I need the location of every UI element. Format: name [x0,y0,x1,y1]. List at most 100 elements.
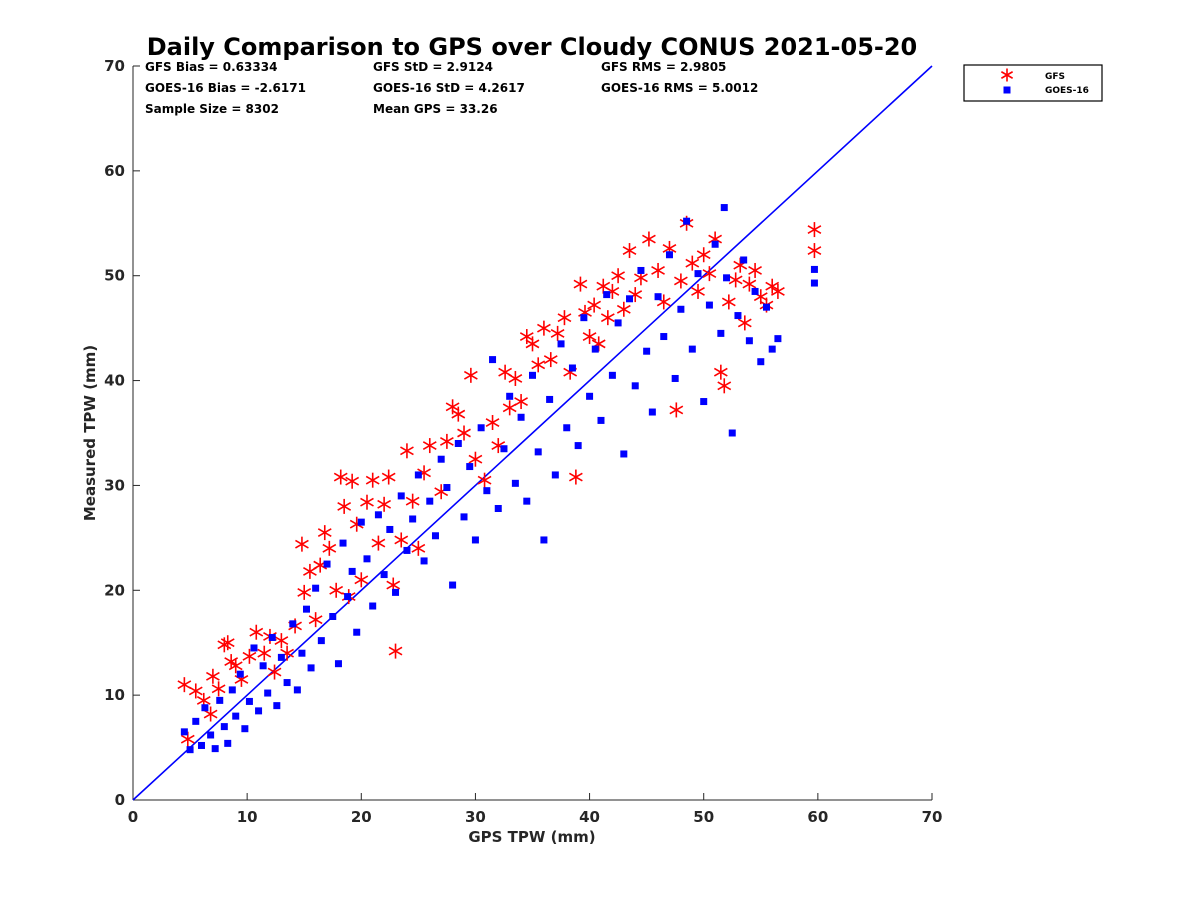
goes16-point [323,560,331,568]
goes16-point [523,497,531,505]
goes16-point [734,312,742,320]
goes16-point [312,584,320,592]
gfs-point [611,268,626,284]
gfs-point [422,438,437,454]
stat-gfs-bias: GFS Bias = 0.63334 [145,60,277,74]
gfs-point [360,494,374,510]
gfs-point [550,325,565,341]
y-tick-label: 10 [104,686,125,704]
gfs-point [371,535,386,551]
one-to-one-line [132,65,933,801]
goes16-point [228,686,236,694]
y-tick-label: 30 [104,476,125,494]
goes16-point [517,413,525,421]
legend-label-goes16: GOES-16 [1045,86,1089,96]
gfs-point [228,658,243,674]
goes16-point [477,424,485,432]
gfs-point [728,272,743,288]
goes16-point [717,329,725,337]
gfs-point [765,278,780,294]
gfs-point [642,231,656,247]
gfs-point [329,582,344,598]
gfs-point [525,336,540,352]
goes16-point [369,602,377,610]
gfs-point [713,364,728,380]
gfs-point [485,415,500,431]
y-tick-label: 40 [104,372,125,390]
goes16-point [293,686,301,694]
gfs-point [568,469,583,485]
gfs-point [651,262,665,278]
gfs-point [308,612,323,628]
gfs-point [468,451,483,467]
gfs-point [537,320,551,336]
y-axis-label: Measured TPW (mm) [81,345,99,521]
goes16-point [197,741,205,749]
goes16-point [608,371,616,379]
gfs-point [543,352,558,368]
gfs-point [354,572,369,588]
goes16-point [700,398,708,406]
goes16-point [186,746,194,754]
stat-mean-gps: Mean GPS = 33.26 [373,102,498,116]
goes16-point [688,345,696,353]
goes16-point [426,497,434,505]
goes16-point [353,628,361,636]
goes16-point [586,392,594,400]
gfs-point [322,540,337,556]
goes16-point [273,702,281,710]
goes16-point [245,697,253,705]
legend-box [963,64,1103,102]
goes16-point [631,382,639,390]
gfs-point [573,276,588,292]
goes16-point [236,670,244,678]
stats-block: GFS Bias = 0.63334 GFS StD = 2.9124 GFS … [145,60,758,116]
goes16-point [597,416,605,424]
goes16-point [551,471,559,479]
stat-goes16-bias: GOES-16 Bias = -2.6171 [145,81,306,95]
stat-goes16-std: GOES-16 StD = 4.2617 [373,81,525,95]
goes16-point [660,333,668,341]
goes16-point [648,408,656,416]
goes16-point [626,295,634,303]
y-tick-label: 0 [115,791,125,809]
goes16-point [757,358,765,366]
gfs-point [508,370,523,386]
goes16-point [201,704,209,712]
goes16-point [705,301,713,309]
gfs-point [673,273,688,289]
gfs-point [394,532,409,548]
stat-gfs-std: GFS StD = 2.9124 [373,60,493,74]
goes16-point [774,335,782,343]
goes16-point [317,637,325,645]
gfs-point [502,400,517,416]
goes16-point [654,293,662,301]
goes16-point [810,279,818,287]
x-tick-label: 10 [237,808,258,826]
goes16-point [250,644,258,652]
gfs-point [463,367,478,383]
gfs-point [742,276,757,292]
legend-marker-goes16 [1003,86,1011,94]
x-axis-ticks: 0 10 20 30 40 50 60 70 [128,793,942,826]
gfs-point [411,540,426,556]
goes16-point [506,392,514,400]
x-tick-label: 60 [807,808,828,826]
gfs-point [188,683,203,699]
y-axis-ticks: 0 10 20 30 40 50 60 70 [104,57,140,809]
goes16-point [751,287,759,295]
goes16-point [211,745,219,753]
goes16-point [643,347,651,355]
gfs-point [445,399,460,415]
gfs-point [267,664,282,680]
goes16-point [557,340,565,348]
gfs-point [807,222,822,238]
gfs-point [242,648,257,664]
gfs-point [333,469,348,485]
gfs-point [439,433,454,449]
goes16-point [665,251,673,259]
x-tick-label: 30 [465,808,486,826]
goes16-point [216,696,224,704]
reference-line-layer [132,65,933,801]
